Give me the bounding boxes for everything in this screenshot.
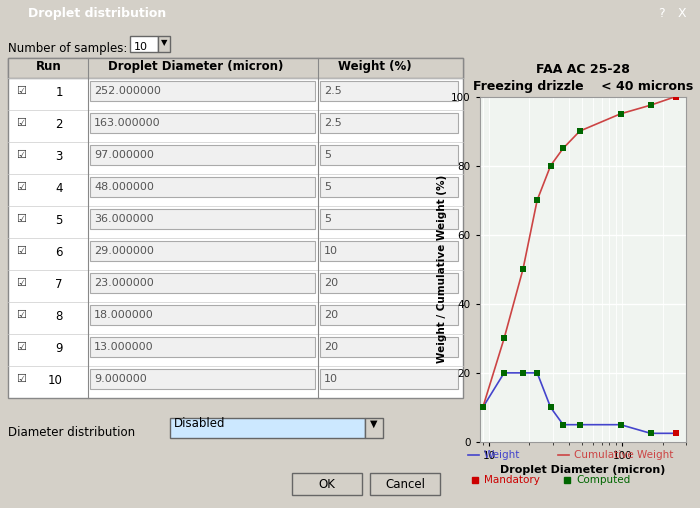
Text: 9: 9 [55,342,63,355]
Text: 1: 1 [55,86,63,99]
Text: Diameter distribution: Diameter distribution [8,426,135,439]
Text: 5: 5 [324,214,331,224]
X-axis label: Droplet Diameter (micron): Droplet Diameter (micron) [500,465,666,475]
Text: 18.000000: 18.000000 [94,310,154,320]
Text: 2.5: 2.5 [324,86,342,96]
Bar [320,369,458,389]
Bar [320,81,458,101]
Text: 2.5: 2.5 [324,118,342,128]
Bar [8,58,463,398]
Bar [370,473,440,495]
Text: ☑: ☑ [16,310,26,320]
Text: Mandatory: Mandatory [484,475,540,485]
Text: Weight: Weight [484,450,520,460]
Bar [320,209,458,229]
Bar [320,305,458,325]
Text: ☑: ☑ [16,246,26,256]
Text: 10: 10 [324,246,338,256]
Text: OK: OK [318,478,335,491]
Bar [170,418,365,438]
Text: 36.000000: 36.000000 [94,214,153,224]
Bar [90,209,315,229]
Bar [8,58,463,78]
Text: 20: 20 [324,278,338,288]
Text: ☑: ☑ [16,214,26,224]
Text: Computed: Computed [576,475,631,485]
Text: Weight (%): Weight (%) [338,60,412,73]
Text: 20: 20 [324,342,338,352]
Text: ☑: ☑ [16,86,26,96]
Text: Cumulative Weight: Cumulative Weight [574,450,673,460]
Text: ☑: ☑ [16,278,26,288]
Text: 23.000000: 23.000000 [94,278,154,288]
Bar [90,145,315,165]
Text: 8: 8 [55,310,63,323]
Text: Run: Run [36,60,62,73]
Bar [320,273,458,293]
Text: 7: 7 [55,278,63,291]
Text: 252.000000: 252.000000 [94,86,161,96]
Bar [320,337,458,357]
Bar [365,418,383,438]
Text: 5: 5 [55,214,63,227]
Text: ☑: ☑ [16,374,26,384]
Bar [90,177,315,197]
Bar [130,36,158,52]
Bar [90,81,315,101]
Text: X: X [678,8,686,20]
Title: FAA AC 25-28
Freezing drizzle    < 40 microns: FAA AC 25-28 Freezing drizzle < 40 micro… [473,62,693,92]
Bar [158,36,170,52]
Bar [292,473,362,495]
Text: 163.000000: 163.000000 [94,118,160,128]
Text: 13.000000: 13.000000 [94,342,153,352]
Text: 3: 3 [55,150,63,163]
Text: 10: 10 [134,42,148,52]
Bar [90,369,315,389]
Text: Cancel: Cancel [385,478,425,491]
Text: 5: 5 [324,182,331,192]
Bar [90,337,315,357]
Bar [90,113,315,133]
Bar [320,113,458,133]
Y-axis label: Weight / Cumulative Weight (%): Weight / Cumulative Weight (%) [437,175,447,363]
Text: 97.000000: 97.000000 [94,150,154,160]
Text: 48.000000: 48.000000 [94,182,154,192]
Text: 10: 10 [48,374,63,387]
Text: Droplet distribution: Droplet distribution [28,8,167,20]
Text: 6: 6 [55,246,63,259]
Text: ☑: ☑ [16,342,26,352]
Text: ▼: ▼ [161,39,167,47]
Bar [320,177,458,197]
Bar [90,305,315,325]
Text: ☑: ☑ [16,118,26,128]
Text: Number of samples:: Number of samples: [8,42,127,55]
Bar [320,241,458,261]
Bar [90,241,315,261]
Text: ☑: ☑ [16,150,26,160]
Bar [320,145,458,165]
Bar [90,273,315,293]
Text: 20: 20 [324,310,338,320]
Text: ?: ? [658,8,664,20]
Text: ▼: ▼ [370,419,377,429]
Text: Droplet Diameter (micron): Droplet Diameter (micron) [108,60,284,73]
Text: 9.000000: 9.000000 [94,374,147,384]
Text: ☑: ☑ [16,182,26,192]
Text: 4: 4 [55,182,63,195]
Text: 10: 10 [324,374,338,384]
Text: 29.000000: 29.000000 [94,246,154,256]
Text: Disabled: Disabled [174,418,225,430]
Text: 2: 2 [55,118,63,131]
Text: 5: 5 [324,150,331,160]
